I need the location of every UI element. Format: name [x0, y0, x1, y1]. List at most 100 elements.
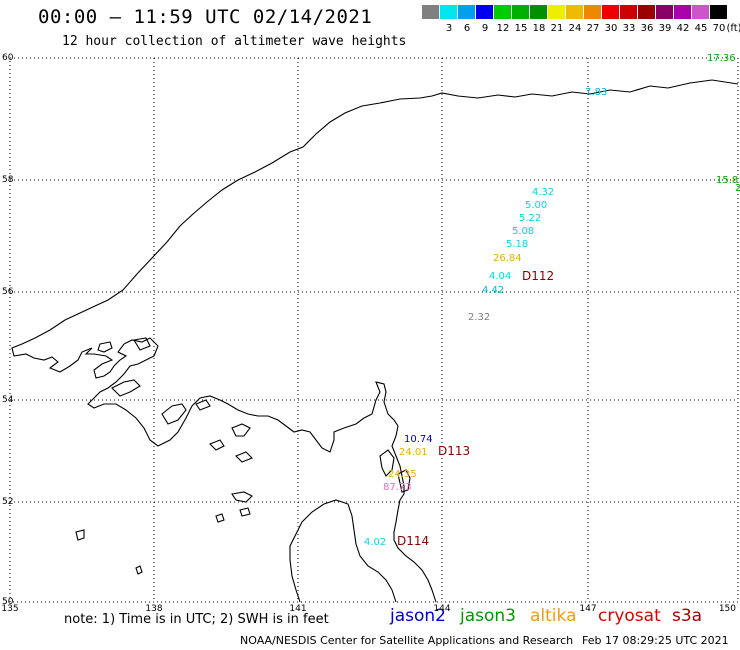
latitude-label: 60: [2, 53, 14, 63]
legend-swatch: [476, 5, 494, 19]
legend-label: 36: [640, 23, 654, 34]
satellite-name-jason2: jason2: [390, 606, 446, 626]
wave-height-value: 4.42: [482, 285, 504, 296]
legend-swatch: [512, 5, 530, 19]
island-shantar-5: [239, 507, 251, 517]
legend-label: 33: [622, 23, 636, 34]
wave-height-value: 10.74: [404, 434, 433, 445]
track-id-label: D113: [438, 444, 470, 458]
legend-label: 70: [712, 23, 726, 34]
wave-height-value: 26.84: [493, 253, 522, 264]
legend-swatch: [458, 5, 476, 19]
island-small-2: [133, 337, 151, 351]
wave-height-value: 2: [735, 183, 740, 194]
coastline: [11, 79, 739, 603]
island-shantar-3: [235, 451, 253, 463]
legend-label: 24: [568, 23, 582, 34]
credit-text: NOAA/NESDIS Center for Satellite Applica…: [240, 634, 574, 647]
map-frame: [9, 57, 739, 603]
island-small-1: [97, 341, 113, 353]
latitude-label: 56: [2, 287, 14, 297]
wave-height-value: 24.01: [399, 447, 428, 458]
legend-label: 6: [463, 23, 471, 34]
satellite-name-cryosat: cryosat: [598, 606, 661, 626]
island-gulf-1: [111, 379, 141, 397]
legend-swatch: [602, 5, 620, 19]
legend-swatch: [440, 5, 458, 19]
satellite-name-s3a: s3a: [672, 606, 703, 626]
longitude-label: 141: [289, 604, 306, 614]
latitude-label: 54: [2, 395, 14, 405]
legend-swatch: [674, 5, 692, 19]
legend-swatch: [638, 5, 656, 19]
island-west-2: [135, 565, 143, 575]
island-shantar-4: [231, 491, 253, 503]
legend-label: 15: [514, 23, 528, 34]
legend-label: 39: [658, 23, 672, 34]
satellite-name-altika: altika: [530, 606, 577, 626]
island-gulf-2: [161, 403, 187, 425]
wave-height-observations: 17.36 7.83 15.82 4.32 5.00 5.22 5.08 5.18 26.84 4…: [364, 53, 740, 548]
latitude-label: 58: [2, 175, 14, 185]
legend-swatch: [422, 5, 440, 19]
legend-swatch: [710, 5, 728, 19]
legend-label: 21: [550, 23, 564, 34]
map-subtitle: 12 hour collection of altimeter wave hei…: [62, 34, 407, 49]
wave-height-value: 24.35: [388, 469, 417, 480]
legend-swatch: [566, 5, 584, 19]
latitude-label: 52: [2, 497, 13, 507]
wave-height-value: 4.04: [489, 271, 511, 282]
sakhalin-north-spit: [379, 449, 395, 477]
legend-label: 12: [496, 23, 510, 34]
wave-height-value: 2.32: [468, 312, 490, 323]
wave-height-value: 7.83: [585, 87, 607, 98]
wave-height-value: 15.8: [716, 175, 738, 186]
track-id-label: D114: [397, 534, 429, 548]
longitude-label: 138: [145, 604, 162, 614]
lon-grid: [153, 58, 589, 602]
coastline-main: [11, 79, 739, 603]
latitude-labels: 60 58 56 54 52 50: [2, 53, 14, 607]
legend-swatch: [584, 5, 602, 19]
island-shantar-1: [231, 423, 251, 437]
wave-height-value: 5.22: [519, 213, 541, 224]
legend-swatch: [656, 5, 674, 19]
wave-height-value: 4.02: [364, 537, 386, 548]
longitude-label: 147: [579, 604, 596, 614]
legend-swatch: [530, 5, 548, 19]
legend-swatch: [548, 5, 566, 19]
satellite-track-labels: D112 D113 D114: [397, 269, 554, 548]
sakhalin-bay: [397, 469, 411, 493]
island-gulf-3: [195, 399, 211, 411]
wave-height-value: 4.32: [532, 187, 554, 198]
coastline-south-inlet: [289, 499, 397, 603]
legend-label: 3: [445, 23, 453, 34]
map-title: 00:00 – 11:59 UTC 02/14/2021: [38, 6, 373, 28]
wave-height-value: 17.36: [707, 53, 736, 64]
legend-label: 18: [532, 23, 546, 34]
legend-label: 30: [604, 23, 618, 34]
legend-label: 42: [676, 23, 690, 34]
track-id-label: D112: [522, 269, 554, 283]
longitude-label: 144: [433, 604, 450, 614]
legend-label: (ft): [726, 23, 740, 34]
wave-height-value: 5.18: [506, 239, 528, 250]
footer-note: note: 1) Time is in UTC; 2) SWH is in fe…: [64, 612, 329, 627]
longitude-labels: 135 138 141 144 147 150: [1, 604, 736, 614]
latitude-label: 50: [2, 597, 14, 607]
wave-height-value: 5.00: [525, 200, 547, 211]
island-shantar-6: [215, 513, 225, 523]
wave-height-value: 5.08: [512, 226, 534, 237]
lat-grid: [10, 179, 738, 503]
longitude-label: 150: [719, 604, 736, 614]
legend-swatch: [692, 5, 710, 19]
longitude-label: 135: [1, 604, 18, 614]
legend-label: 9: [481, 23, 489, 34]
legend-swatch: [494, 5, 512, 19]
island-shantar-2: [209, 439, 225, 451]
satellite-name-jason3: jason3: [460, 606, 516, 626]
legend-swatch: [620, 5, 638, 19]
legend-label: 27: [586, 23, 600, 34]
legend-label: 45: [694, 23, 708, 34]
